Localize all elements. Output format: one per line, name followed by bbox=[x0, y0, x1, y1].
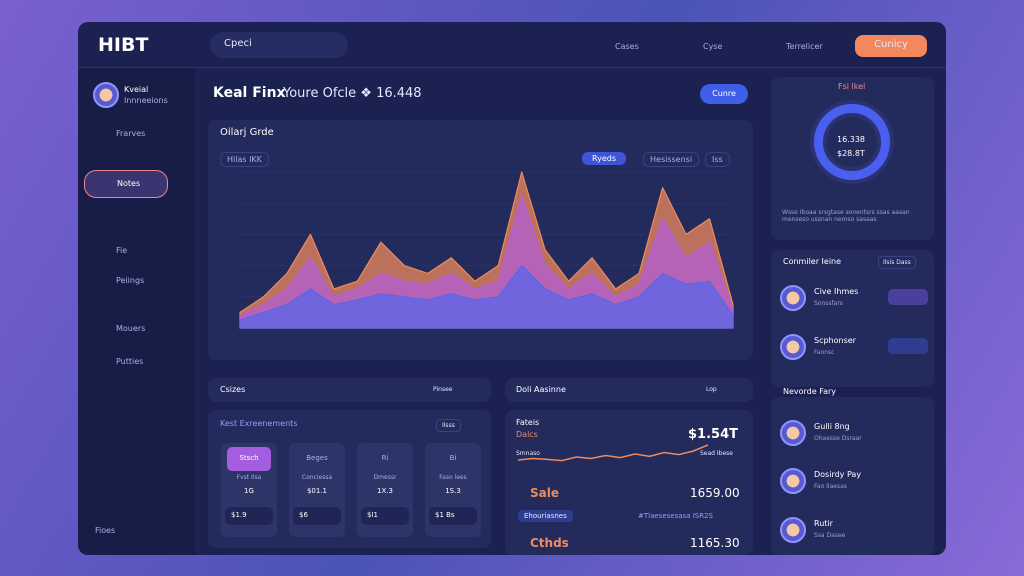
donut-sub: $28.8T bbox=[837, 149, 865, 158]
contacts-tag[interactable]: Ilsis Dass bbox=[878, 256, 916, 269]
case-card-foot: $1.9 bbox=[225, 507, 273, 525]
sidebar-item[interactable]: Fie bbox=[116, 246, 128, 255]
case-card-foot: $6 bbox=[293, 507, 341, 525]
avatar bbox=[780, 285, 806, 311]
user-name: Kveial bbox=[124, 85, 149, 94]
sales-bar bbox=[505, 378, 753, 402]
page-button[interactable]: Cunre bbox=[700, 84, 748, 104]
sales-label: Fateis bbox=[516, 418, 540, 427]
sales-panel bbox=[505, 410, 753, 555]
case-card-head: Ri bbox=[381, 454, 389, 462]
donut-note: Wsse Iboaa srsgtase sonentsrs ssas aasan… bbox=[782, 209, 910, 223]
activity-name: Dosirdy Pay bbox=[814, 470, 862, 479]
chip[interactable]: Iss bbox=[705, 152, 730, 167]
sparkline bbox=[517, 444, 709, 462]
case-card-value: 1S.3 bbox=[445, 487, 461, 495]
cases-panel-tag[interactable]: Ilsss bbox=[436, 419, 461, 432]
sales-title: Doli Aasinne bbox=[516, 385, 566, 394]
sale-label: Sale bbox=[530, 486, 559, 500]
case-card-label: Dmessr bbox=[373, 474, 397, 481]
chip[interactable]: Ryeds bbox=[582, 152, 627, 165]
case-card-value: $01.1 bbox=[306, 487, 328, 495]
case-card-value: 1X.3 bbox=[377, 487, 393, 495]
sidebar-item[interactable]: Peiings bbox=[116, 276, 145, 285]
user-role: Innneeions bbox=[124, 96, 168, 105]
sale-value: 1659.00 bbox=[690, 486, 740, 500]
chip[interactable]: Hesissensi bbox=[643, 152, 700, 167]
page-subtitle: Youre Ofcle ❖ 16.448 bbox=[283, 86, 422, 101]
donut-value: 16.338 bbox=[837, 135, 865, 144]
case-card-value: 1G bbox=[244, 487, 254, 495]
sales-total: $1.54T bbox=[688, 427, 738, 442]
avatar bbox=[780, 334, 806, 360]
avatar bbox=[780, 420, 806, 446]
case-card-head: Stsch bbox=[227, 447, 271, 471]
contacts-title: Conmiler Ieine bbox=[783, 257, 842, 266]
sales-chip2: #Tlaesesesasa ISR2S bbox=[638, 512, 713, 520]
donut-title: Fsi lkel bbox=[838, 82, 866, 91]
contact-sub: Faonsc bbox=[814, 349, 835, 356]
spark-label: Smnaso bbox=[516, 450, 540, 457]
sales-chip[interactable]: Ehouriasnes bbox=[518, 510, 573, 522]
user-avatar bbox=[93, 82, 119, 108]
case-card-foot: $1 Bs bbox=[429, 507, 477, 525]
activity-name: Rutir bbox=[814, 519, 833, 528]
case-card-head: Bi bbox=[449, 454, 457, 462]
sidebar-item-active[interactable]: Notes bbox=[84, 170, 168, 198]
nav-item[interactable]: Cyse bbox=[703, 42, 723, 51]
child-label: Cthds bbox=[530, 536, 569, 550]
area-series bbox=[239, 194, 734, 329]
app-frame: HIBT Cpeci Cases Cyse Terrelicer Cunicy … bbox=[78, 22, 946, 555]
case-card-head: Beges bbox=[306, 454, 328, 462]
avatar bbox=[780, 517, 806, 543]
case-card-label: Fvst Ilsa bbox=[236, 474, 262, 481]
nav-item[interactable]: Terrelicer bbox=[786, 42, 823, 51]
sidebar-item[interactable]: Mouers bbox=[116, 324, 146, 333]
contact-action[interactable] bbox=[888, 338, 928, 354]
activity-sub: Ssa Dasee bbox=[814, 532, 846, 539]
contact-name: Cive Ihmes bbox=[814, 287, 859, 296]
area-series bbox=[239, 265, 734, 329]
avatar bbox=[780, 468, 806, 494]
sidebar-item[interactable]: Frarves bbox=[116, 129, 146, 138]
logo: HIBT bbox=[98, 34, 149, 56]
cases-panel-title: Kest Exreenements bbox=[220, 419, 298, 428]
cases-tag[interactable]: Pinsee bbox=[433, 386, 453, 393]
cases-bar bbox=[208, 378, 491, 402]
case-card-label: Conciessa bbox=[301, 474, 333, 481]
top-bar bbox=[78, 22, 946, 68]
search-box[interactable]: Cpeci bbox=[210, 32, 348, 58]
sidebar bbox=[78, 68, 195, 555]
nav-item[interactable]: Cases bbox=[615, 42, 639, 51]
chip[interactable]: Hilas IKK bbox=[220, 152, 269, 167]
activity-name: Gulli 8ng bbox=[814, 422, 850, 431]
sidebar-item[interactable]: Putties bbox=[116, 357, 144, 366]
contact-name: Scphonser bbox=[814, 336, 856, 345]
activity-sub: Ohaesse Dsraar bbox=[814, 435, 862, 442]
chart-layer bbox=[239, 171, 734, 462]
sidebar-footer[interactable]: Fioes bbox=[95, 526, 116, 535]
header-button[interactable]: Cunicy bbox=[855, 35, 927, 57]
case-card-label: Faso lees bbox=[439, 474, 467, 481]
activity-sub: Fao Ilaesas bbox=[814, 483, 847, 490]
sales-label2: Dalcs bbox=[516, 430, 538, 439]
activity-title: Nevorde Fary bbox=[783, 387, 837, 396]
case-card-foot: $I1 bbox=[361, 507, 409, 525]
cases-title: Csizes bbox=[220, 385, 246, 394]
contacts-panel bbox=[771, 250, 934, 387]
chart-title: Oilarj Grde bbox=[220, 127, 274, 138]
spark-tag: Sead Ibese bbox=[700, 450, 733, 457]
child-value: 1165.30 bbox=[690, 536, 740, 550]
donut-ring bbox=[814, 104, 890, 180]
contact-action[interactable] bbox=[888, 289, 928, 305]
page-title: Keal Finx bbox=[213, 85, 286, 101]
contact-sub: Sonssfars bbox=[814, 300, 843, 307]
sales-tag[interactable]: Lop bbox=[706, 386, 717, 393]
